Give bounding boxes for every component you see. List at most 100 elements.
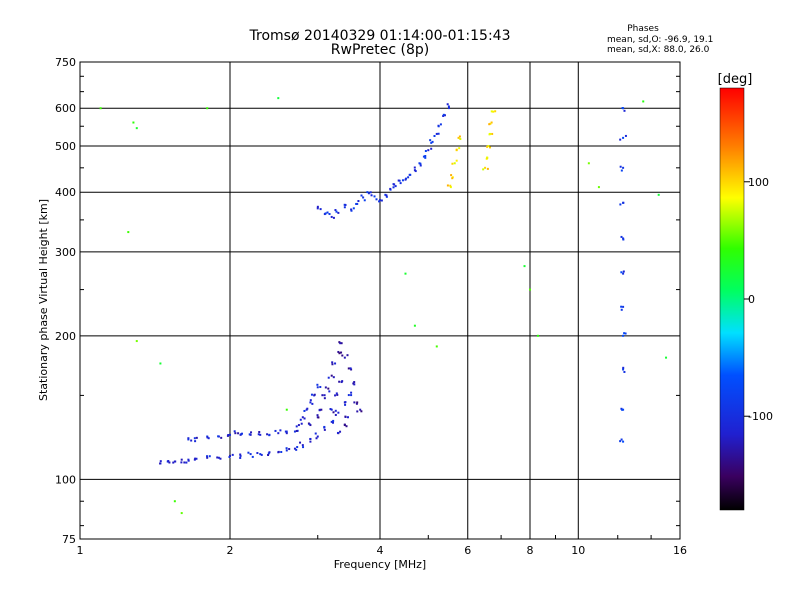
echo-point — [401, 179, 404, 182]
echo-point — [442, 114, 445, 117]
echo-point — [356, 410, 359, 413]
echo-point — [407, 176, 410, 179]
echo-point — [619, 440, 622, 443]
echo-point — [277, 432, 280, 435]
echo-point — [309, 399, 312, 402]
echo-point — [309, 401, 312, 404]
echo-point — [622, 408, 625, 411]
echo-point — [494, 110, 497, 113]
echo-point — [324, 386, 327, 389]
echo-point — [99, 107, 102, 110]
echo-point — [359, 408, 362, 411]
echo-point — [336, 431, 339, 434]
echo-point — [340, 342, 343, 345]
echo-point — [451, 177, 454, 180]
echo-point — [597, 186, 600, 189]
echo-point — [237, 432, 240, 435]
echo-point — [194, 440, 197, 443]
echo-point — [334, 409, 337, 412]
echo-point — [344, 401, 347, 404]
echo-point — [337, 211, 340, 214]
echo-point — [355, 202, 358, 205]
echo-point — [285, 432, 288, 435]
echo-point — [313, 393, 316, 396]
echo-point — [529, 288, 531, 291]
echo-point — [622, 136, 625, 139]
echo-point — [295, 425, 298, 428]
echo-point — [349, 367, 352, 370]
x-axis-ticks: 1 2 4 6 8 10 16 — [77, 535, 687, 557]
echo-point — [337, 350, 340, 353]
echo-point — [260, 453, 263, 456]
echo-point — [187, 458, 190, 461]
echo-point — [350, 391, 353, 394]
echo-point — [622, 166, 625, 169]
echo-point — [429, 139, 432, 142]
echo-point — [404, 178, 407, 181]
echo-point — [159, 362, 162, 365]
echo-point — [347, 367, 350, 370]
echo-point — [449, 184, 452, 187]
echo-point — [295, 430, 298, 433]
echo-point — [375, 198, 378, 201]
echo-point — [624, 332, 627, 335]
echo-point — [339, 342, 342, 345]
echo-point — [319, 385, 322, 388]
echo-point — [274, 429, 277, 432]
echo-point — [419, 164, 422, 167]
echo-point — [302, 446, 305, 449]
echo-point — [234, 432, 237, 435]
echo-point — [174, 460, 177, 463]
echo-point — [306, 407, 309, 410]
echo-point — [268, 451, 271, 454]
stats-x-line: mean, sd,X: 88.0, 26.0 — [607, 45, 710, 55]
echo-point — [127, 231, 130, 234]
echo-point — [316, 435, 319, 438]
echo-point — [439, 123, 442, 126]
echo-point — [619, 165, 622, 168]
echo-point — [413, 166, 416, 169]
echo-point — [357, 200, 360, 203]
echo-point — [332, 216, 335, 219]
echo-point — [642, 100, 645, 103]
echo-point — [356, 202, 359, 205]
echo-point — [228, 456, 231, 459]
echo-point — [251, 455, 254, 458]
echo-point — [326, 211, 329, 214]
echo-point — [343, 206, 346, 209]
echo-point — [187, 438, 190, 441]
data-points — [99, 97, 668, 515]
echo-point — [363, 199, 366, 202]
echo-point — [297, 424, 300, 427]
echo-point — [356, 401, 359, 404]
colorbar-label: [deg] — [718, 72, 753, 87]
echo-point — [430, 147, 433, 150]
echo-point — [327, 387, 330, 390]
echo-point — [187, 437, 190, 440]
echo-point — [217, 435, 220, 438]
echo-point — [268, 434, 271, 437]
echo-point — [185, 461, 188, 464]
echo-point — [486, 145, 489, 148]
echo-point — [216, 456, 219, 459]
echo-point — [624, 134, 627, 137]
echo-point — [350, 208, 353, 211]
echo-point — [339, 430, 342, 433]
colorbar-tick-label: 100 — [748, 176, 769, 189]
x-axis-label: Frequency [MHz] — [334, 558, 426, 571]
echo-point — [318, 409, 321, 412]
echo-point — [455, 148, 458, 151]
echo-point — [316, 386, 319, 389]
echo-point — [257, 433, 260, 436]
echo-point — [459, 138, 462, 141]
y-tick-label: 600 — [55, 102, 76, 115]
echo-point — [446, 103, 449, 106]
stats-title: Phases — [627, 24, 659, 34]
echo-point — [350, 394, 353, 397]
echo-point — [392, 183, 395, 186]
echo-point — [332, 421, 335, 424]
echo-point — [310, 393, 313, 396]
echo-point — [285, 449, 288, 452]
echo-point — [315, 437, 318, 440]
echo-point — [665, 356, 668, 359]
